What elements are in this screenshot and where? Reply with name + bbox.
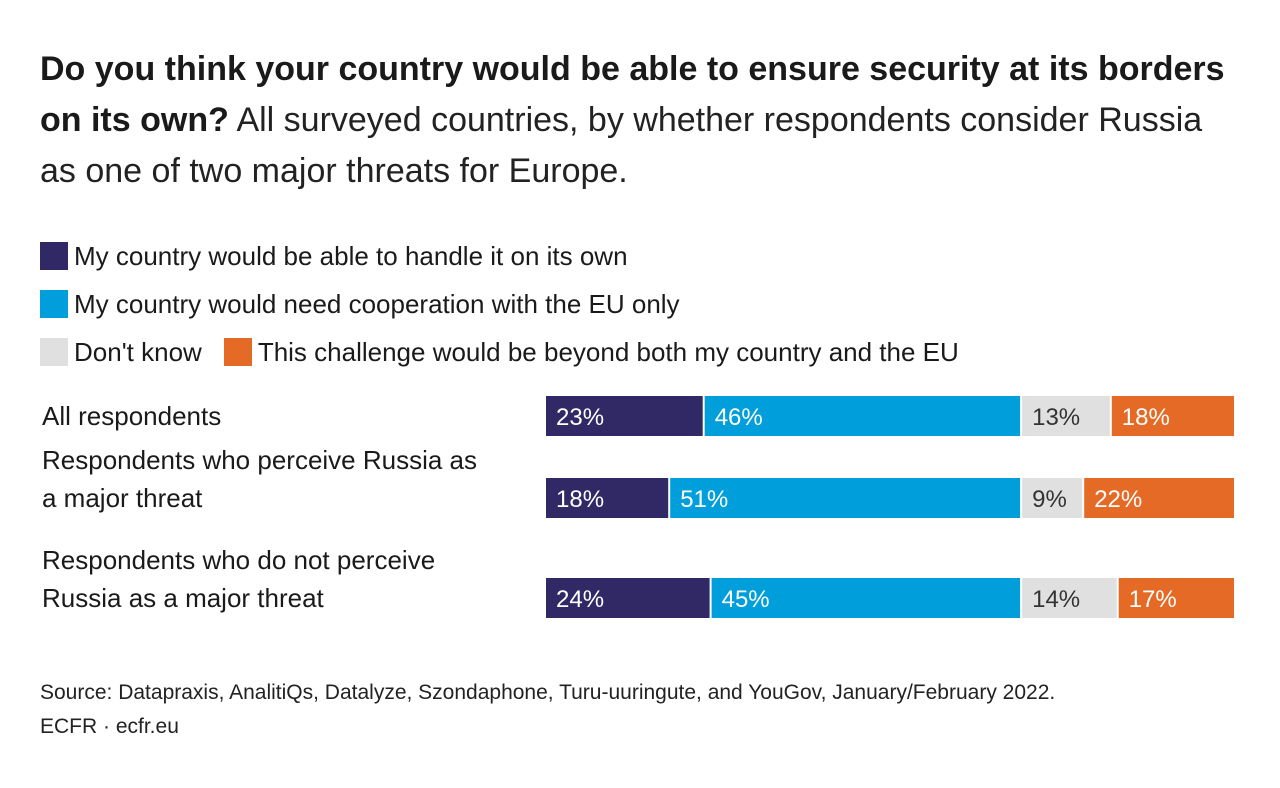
bar-segment-eu <box>670 478 1021 518</box>
bar-segment-eu <box>704 396 1021 436</box>
data-label-own: 24% <box>556 586 604 613</box>
legend-swatch-own <box>40 242 68 270</box>
bar-segment-dontknow <box>1022 478 1083 518</box>
bar-segment-eu <box>711 578 1021 618</box>
bar-segment-own <box>546 578 710 618</box>
source-note: Source: Datapraxis, AnalitiQs, Datalyze,… <box>40 681 1056 704</box>
data-label-eu: 46% <box>715 404 763 431</box>
data-label-eu: 45% <box>722 586 770 613</box>
category-label: All respondents <box>42 401 221 431</box>
chart-title: Do you think your country would be able … <box>40 44 1240 197</box>
legend-label-dontknow: Don't know <box>74 336 202 367</box>
bar-segment-dontknow <box>1022 578 1117 618</box>
data-label-beyond: 17% <box>1129 586 1177 613</box>
bar-segment-beyond <box>1084 478 1234 518</box>
legend-item-dontknow: Don't know <box>40 337 202 368</box>
bar-segment-beyond <box>1111 396 1234 436</box>
legend-label-beyond: This challenge would be beyond both my c… <box>257 336 959 367</box>
title-subtitle: All surveyed countries, by whether respo… <box>40 101 1203 190</box>
bar-segment-dontknow <box>1022 396 1110 436</box>
data-label-own: 23% <box>556 404 604 431</box>
bar-segment-own <box>546 478 669 518</box>
legend-item-eu: My country would need cooperation with t… <box>40 289 680 320</box>
data-label-dontknow: 9% <box>1032 486 1067 513</box>
legend: My country would be able to handle it on… <box>40 232 1240 376</box>
title-question: Do you think your country would be able … <box>40 50 1225 139</box>
legend-swatch-beyond <box>223 338 252 366</box>
data-label-own: 18% <box>556 486 604 513</box>
bar-segment-beyond <box>1118 578 1234 618</box>
legend-item-beyond: This challenge would be beyond both my c… <box>223 336 959 368</box>
legend-item-own: My country would be able to handle it on… <box>40 241 628 272</box>
data-label-dontknow: 14% <box>1032 586 1080 613</box>
data-label-dontknow: 13% <box>1032 404 1080 431</box>
legend-label-eu: My country would need cooperation with t… <box>74 288 680 319</box>
credit-note: ECFR · ecfr.eu <box>40 715 179 738</box>
stacked-bar-chart: All respondents 23% 46% 13% 18% Respondents w… <box>42 396 1234 618</box>
legend-swatch-eu <box>40 290 68 318</box>
data-label-beyond: 22% <box>1094 486 1142 513</box>
category-label: Respondents who perceive Russia as a majo… <box>42 445 477 513</box>
category-label: Respondents who do not perceive Russia as… <box>42 545 435 613</box>
footer: Source: Datapraxis, AnalitiQs, Datalyze,… <box>40 676 1055 744</box>
legend-label-own: My country would be able to handle it on… <box>74 240 628 271</box>
data-label-eu: 51% <box>680 486 728 513</box>
data-label-beyond: 18% <box>1122 404 1170 431</box>
legend-swatch-dontknow <box>40 338 68 366</box>
bar-segment-own <box>546 396 703 436</box>
